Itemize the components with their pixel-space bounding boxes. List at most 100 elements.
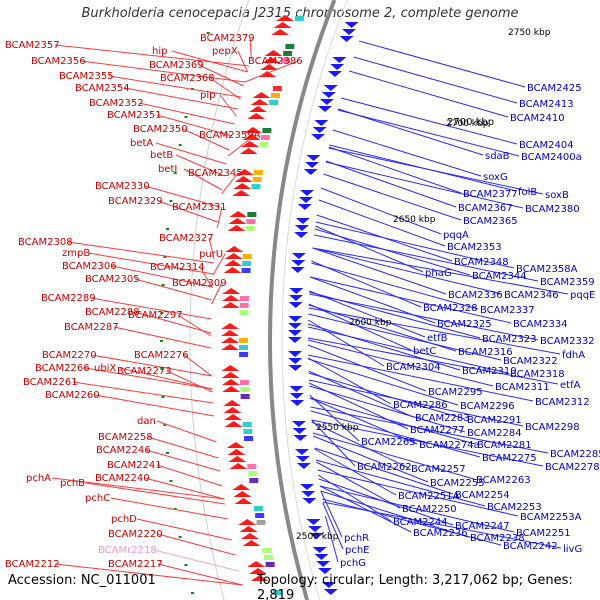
right-gene-label: phaG (425, 268, 452, 279)
right-connector-line (309, 293, 539, 341)
left-gene-label: BCAM2260 (45, 390, 100, 401)
forward-gene-marker (229, 211, 248, 217)
right-gene-label: BCAM2413 (519, 99, 574, 110)
forward-gene-marker (248, 568, 267, 574)
left-connector-line (113, 326, 212, 349)
left-connector-line (84, 367, 213, 390)
right-connector-line (320, 490, 343, 538)
feature-block (272, 86, 282, 91)
right-gene-label: soxB (545, 190, 569, 201)
left-connector-line (91, 354, 212, 377)
left-gene-label: BCAM2240 (95, 473, 150, 484)
right-gene-label: BCAM2263 (476, 475, 531, 486)
left-connector-line (237, 50, 249, 73)
green-tick (206, 32, 210, 34)
forward-gene-marker (233, 183, 252, 189)
left-gene-label: BCAM2266 (35, 363, 90, 374)
forward-gene-marker (233, 491, 252, 497)
right-gene-label: BCAM2262 (357, 462, 412, 473)
right-gene-label: BCAM2254 (455, 490, 510, 501)
left-gene-label: BCAM2329 (108, 196, 163, 207)
right-connector-line (322, 501, 562, 549)
reverse-gene-marker (291, 253, 306, 259)
forward-gene-marker (221, 295, 240, 301)
feature-block (269, 100, 279, 105)
right-gene-label: 2700 kbp (447, 117, 494, 128)
left-connector-line (198, 64, 244, 87)
feature-block (241, 268, 251, 273)
right-connector-line (312, 435, 429, 483)
right-gene-label: BCAM2291 (467, 415, 522, 426)
reverse-gene-marker (314, 554, 329, 560)
feature-block (239, 310, 249, 315)
left-connector-line (87, 252, 214, 275)
right-connector-line (310, 410, 481, 458)
forward-gene-marker (232, 484, 251, 490)
forward-gene-marker (238, 519, 257, 525)
right-connector-line (311, 419, 356, 467)
feature-block (280, 58, 290, 63)
right-gene-label: BCAM2236 (413, 528, 468, 539)
right-gene-label: BCAM2296 (460, 401, 515, 412)
green-tick (166, 452, 170, 454)
right-gene-label: soxG (483, 172, 508, 183)
forward-gene-marker (226, 442, 245, 448)
right-gene-label: BCAM2312 (535, 397, 590, 408)
accession-text: Accession: NC_011001 (8, 573, 156, 588)
reverse-gene-marker (327, 71, 342, 77)
left-connector-line (51, 477, 225, 500)
forward-gene-marker (258, 71, 277, 77)
reverse-gene-marker (307, 526, 322, 532)
left-gene-label: BCAMr2218 (98, 545, 157, 556)
kbp-tick-label: 2750 kbp (508, 28, 551, 38)
left-connector-line (156, 420, 217, 443)
right-gene-label: BCAM2250 (402, 504, 457, 515)
reverse-gene-marker (297, 204, 312, 210)
left-gene-label: zmpB (62, 248, 90, 259)
left-connector-line (244, 60, 299, 83)
feature-block (239, 303, 249, 308)
reverse-gene-marker (330, 64, 345, 70)
left-gene-label: BCAM2261 (23, 377, 78, 388)
reverse-gene-marker (317, 106, 332, 112)
left-gene-label: BCAM2287 (64, 322, 119, 333)
reverse-gene-marker (289, 288, 304, 294)
feature-block (255, 513, 265, 518)
left-connector-line (209, 77, 241, 100)
left-connector-lines (51, 37, 299, 586)
reverse-gene-marker (289, 393, 304, 399)
forward-gene-marker (244, 127, 263, 133)
reverse-gene-marker (306, 155, 321, 161)
left-connector-line (175, 154, 225, 177)
left-connector-line (166, 370, 213, 393)
backbone-arcs (189, 0, 348, 600)
right-gene-label: BCAM2323 (482, 334, 537, 345)
right-gene-label: BCAM2346 (504, 290, 559, 301)
reverse-gene-marker (290, 400, 305, 406)
left-gene-label: BCAM2220 (108, 529, 163, 540)
left-connector-line (124, 87, 239, 110)
left-gene-label: BCAM2345 (188, 168, 243, 179)
forward-gene-marker (232, 190, 251, 196)
green-tick (190, 592, 194, 594)
left-connector-line (157, 200, 219, 223)
right-gene-labels: BCAM2425 BCAM2413 BCAM2410 2700 kbp BCAM2404… (340, 83, 600, 569)
left-gene-label: BCAM2357 (5, 40, 60, 51)
left-gene-label: pepX (212, 46, 238, 57)
left-gene-label: BCAM2288 (85, 307, 140, 318)
left-gene-label: BCAM2309 (172, 278, 227, 289)
left-connector-line (110, 497, 228, 520)
left-connector-line (94, 394, 215, 417)
left-gene-label: BCAM2369 (149, 60, 204, 71)
forward-gene-marker (239, 148, 258, 154)
right-gene-label: BCAM2275 (482, 453, 537, 464)
reverse-gene-marker (294, 232, 309, 238)
feature-block (262, 548, 272, 553)
feature-block (249, 478, 259, 483)
reverse-gene-marker (319, 99, 334, 105)
left-connector-line (108, 75, 242, 98)
left-connector-line (156, 464, 223, 487)
green-tick (184, 116, 188, 118)
left-connector-line (80, 60, 245, 83)
